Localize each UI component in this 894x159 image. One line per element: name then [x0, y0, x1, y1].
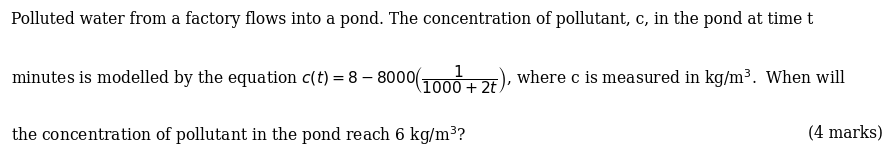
Text: minutes is modelled by the equation $c(t)=8-8000\!\left(\dfrac{1}{1000+2t}\right: minutes is modelled by the equation $c(t… — [11, 64, 845, 97]
Text: (4 marks): (4 marks) — [808, 124, 883, 141]
Text: Polluted water from a factory flows into a pond. The concentration of pollutant,: Polluted water from a factory flows into… — [11, 11, 813, 28]
Text: the concentration of pollutant in the pond reach 6 kg/m$^{3}$?: the concentration of pollutant in the po… — [11, 124, 466, 147]
